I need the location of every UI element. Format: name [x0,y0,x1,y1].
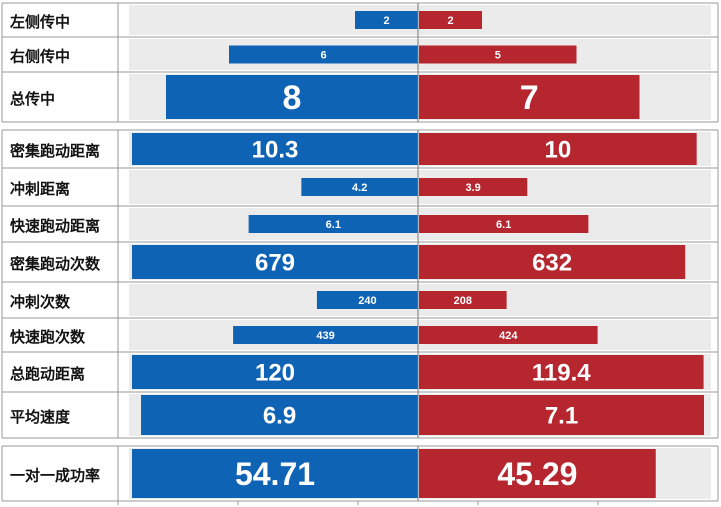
category-label: 一对一成功率 [10,467,100,485]
bar-right [419,11,482,29]
bar-left [229,45,418,64]
value-label-left: 4.2 [352,182,367,194]
value-label-right: 7 [520,79,539,117]
rows-layer: 左侧传中 2 2 右侧传中 6 5 总传中 8 7 密集跑动距离 10.3 10 冲刺距离 4.2 3.9 快… [9,3,704,501]
category-label: 总跑动距离 [10,365,85,383]
value-label-right: 2 [447,15,453,27]
bar-left [233,326,418,344]
bar-left [132,133,418,165]
value-label-left: 54.71 [235,456,315,492]
value-label-left: 10.3 [252,137,299,164]
bar-left [355,11,418,29]
bar-left [166,75,418,119]
category-label: 密集跑动距离 [10,142,100,160]
bar-left [132,245,418,279]
category-label: 右侧传中 [10,48,70,66]
category-label: 快速跑次数 [10,328,86,346]
value-label-right: 3.9 [465,182,480,194]
bar-right [419,215,589,233]
value-label-left: 6.9 [263,403,296,430]
value-label-right: 45.29 [497,456,577,492]
category-label: 冲刺距离 [10,180,70,198]
category-label: 冲刺次数 [10,293,71,311]
bar-left [132,449,418,498]
bar-right [419,326,598,344]
bar-right [419,449,656,498]
bar-right [419,245,686,279]
bar-right [419,133,697,165]
category-label: 左侧传中 [9,13,70,31]
bar-left [132,355,418,389]
bar-left [141,395,418,435]
bar-right [419,355,704,389]
value-label-right: 632 [532,250,572,277]
value-label-left: 120 [255,360,295,387]
bar-right [419,395,704,435]
category-label: 总传中 [10,90,55,108]
value-label-left: 6.1 [326,219,341,231]
value-label-right: 5 [495,49,501,61]
value-label-right: 208 [454,295,472,307]
bar-right [419,178,528,196]
value-label-left: 439 [316,330,334,342]
value-label-left: 2 [383,15,389,27]
bar-left [316,291,418,309]
bar-right [419,291,507,309]
bar-right [419,75,640,119]
category-label: 快速跑动距离 [10,217,100,235]
bar-left [248,215,418,233]
value-label-left: 240 [358,295,376,307]
bar-left [301,178,418,196]
value-label-left: 6 [320,49,326,61]
value-label-right: 10 [544,137,571,164]
value-label-left: 679 [255,250,295,277]
value-label-right: 424 [499,330,518,342]
value-label-right: 6.1 [496,219,511,231]
value-label-left: 8 [283,79,302,117]
value-label-right: 119.4 [532,360,591,387]
category-label: 密集跑动次数 [10,255,101,273]
value-label-right: 7.1 [545,403,578,430]
category-label: 平均速度 [10,408,71,426]
bar-right [419,45,577,64]
